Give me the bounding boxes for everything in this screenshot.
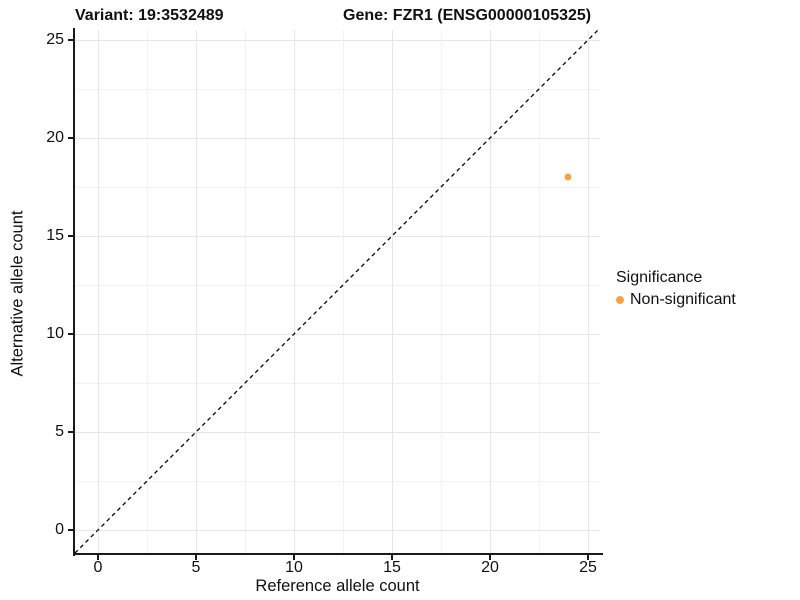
gridline-major-vertical bbox=[392, 30, 393, 554]
gridline-major-horizontal bbox=[75, 236, 600, 237]
gridline-minor-vertical bbox=[343, 30, 344, 554]
gridline-major-vertical bbox=[196, 30, 197, 554]
x-axis-title: Reference allele count bbox=[255, 577, 420, 595]
gridline-major-horizontal bbox=[75, 334, 600, 335]
y-tick-label: 0 bbox=[55, 521, 64, 538]
legend-key-dot bbox=[616, 296, 624, 304]
x-tick-label: 15 bbox=[383, 559, 401, 576]
gridline-minor-horizontal bbox=[75, 89, 600, 90]
gridline-major-vertical bbox=[588, 30, 589, 554]
legend-items: Non-significant bbox=[616, 291, 736, 309]
gridline-major-horizontal bbox=[75, 530, 600, 531]
gridline-major-vertical bbox=[490, 30, 491, 554]
gridline-minor-horizontal bbox=[75, 481, 600, 482]
y-tick-label: 25 bbox=[46, 31, 64, 48]
gridline-minor-horizontal bbox=[75, 187, 600, 188]
x-tick-mark bbox=[391, 555, 393, 560]
plot-panel bbox=[74, 27, 601, 554]
identity-dashed-line bbox=[74, 27, 601, 554]
gene-title: Gene: FZR1 (ENSG00000105325) bbox=[343, 7, 592, 24]
x-tick-label: 5 bbox=[191, 559, 201, 576]
x-tick-label: 20 bbox=[481, 559, 499, 576]
x-tick-label: 10 bbox=[285, 559, 303, 576]
x-tick-mark bbox=[293, 555, 295, 560]
y-tick-mark bbox=[68, 137, 73, 139]
x-tick-mark bbox=[195, 555, 197, 560]
gridline-major-vertical bbox=[294, 30, 295, 554]
gridline-minor-horizontal bbox=[75, 383, 600, 384]
variant-title: Variant: 19:3532489 bbox=[75, 7, 224, 24]
y-axis-title: Alternative allele count bbox=[8, 210, 27, 377]
y-tick-mark bbox=[68, 431, 73, 433]
x-tick-mark bbox=[97, 555, 99, 560]
x-tick-mark bbox=[587, 555, 589, 560]
y-tick-label: 5 bbox=[55, 423, 64, 440]
y-tick-mark bbox=[68, 39, 73, 41]
x-axis-line bbox=[73, 553, 603, 555]
gridline-major-horizontal bbox=[75, 432, 600, 433]
legend-item: Non-significant bbox=[616, 291, 736, 309]
gridline-major-vertical bbox=[98, 30, 99, 554]
x-tick-label: 0 bbox=[93, 559, 103, 576]
y-tick-label: 10 bbox=[46, 325, 64, 342]
gridline-major-horizontal bbox=[75, 138, 600, 139]
y-tick-label: 20 bbox=[46, 129, 64, 146]
x-tick-label: 25 bbox=[579, 559, 597, 576]
legend-item-label: Non-significant bbox=[630, 291, 736, 308]
x-tick-mark bbox=[489, 555, 491, 560]
legend-title: Significance bbox=[616, 269, 703, 286]
legend: Significance Non-significant bbox=[616, 269, 736, 309]
gridline-minor-horizontal bbox=[75, 285, 600, 286]
y-tick-mark bbox=[68, 235, 73, 237]
y-tick-mark bbox=[68, 529, 73, 531]
gridline-minor-vertical bbox=[539, 30, 540, 554]
scatter-point bbox=[564, 173, 572, 181]
gridline-minor-vertical bbox=[441, 30, 442, 554]
y-axis-line bbox=[73, 28, 75, 556]
y-tick-label: 15 bbox=[46, 227, 64, 244]
gridline-minor-vertical bbox=[147, 30, 148, 554]
gridline-major-horizontal bbox=[75, 40, 600, 41]
gridline-minor-vertical bbox=[245, 30, 246, 554]
y-tick-mark bbox=[68, 333, 73, 335]
